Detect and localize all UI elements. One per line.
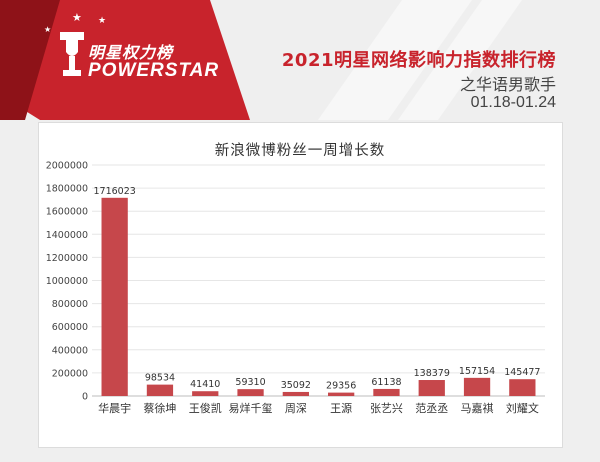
data-label: 1716023	[93, 186, 135, 197]
x-tick-label: 易烊千玺	[229, 401, 273, 415]
x-tick-label: 马嘉祺	[461, 401, 494, 415]
logo-name-en: POWERSTAR	[88, 60, 220, 81]
bar	[373, 388, 400, 396]
bar	[192, 391, 219, 396]
logo-name-cn: 明星权力榜	[88, 43, 174, 62]
bar	[146, 384, 174, 396]
y-tick-label: 600000	[52, 322, 88, 333]
star-icon: ★	[44, 25, 52, 34]
date-range: 01.18-01.24	[470, 94, 556, 111]
data-label: 29356	[326, 381, 356, 392]
bar	[282, 391, 309, 396]
data-label: 157154	[459, 366, 495, 377]
y-tick-label: 800000	[52, 299, 88, 310]
y-tick-label: 400000	[52, 345, 88, 356]
page-subtitle: 之华语男歌手	[459, 75, 556, 94]
data-label: 138379	[414, 368, 450, 379]
y-tick-label: 2000000	[46, 161, 88, 172]
bar	[237, 389, 264, 396]
bar	[418, 380, 445, 396]
data-label: 41410	[190, 379, 220, 390]
trophy-icon	[60, 32, 84, 76]
y-tick-label: 1400000	[46, 230, 88, 241]
y-tick-label: 1600000	[46, 207, 88, 218]
data-label: 61138	[371, 377, 401, 388]
y-tick-label: 200000	[52, 368, 88, 379]
data-label: 145477	[504, 367, 540, 378]
x-tick-label: 王俊凯	[189, 401, 222, 415]
bar	[328, 392, 355, 396]
x-tick-label: 华晨宇	[98, 401, 131, 415]
page-title: 2021明星网络影响力指数排行榜	[281, 50, 556, 71]
x-tick-label: 张艺兴	[370, 402, 403, 415]
chart-title: 新浪微博粉丝一周增长数	[214, 143, 386, 159]
x-tick-label: 王源	[330, 401, 352, 415]
x-tick-label: 范丞丞	[415, 401, 448, 415]
y-tick-label: 0	[82, 392, 88, 403]
data-label: 98534	[145, 373, 175, 384]
star-icon: ★	[98, 16, 107, 26]
star-icon: ★	[72, 11, 82, 24]
x-tick-label: 周深	[285, 402, 307, 415]
y-tick-label: 1000000	[46, 276, 88, 287]
data-label: 59310	[235, 377, 265, 388]
bar	[509, 379, 536, 396]
y-tick-label: 1800000	[46, 184, 88, 195]
y-tick-label: 1200000	[46, 253, 88, 264]
x-tick-label: 刘耀文	[506, 401, 539, 415]
bar	[463, 377, 491, 396]
x-tick-label: 蔡徐坤	[143, 401, 176, 415]
data-label: 35092	[281, 380, 311, 391]
bar	[101, 197, 128, 396]
